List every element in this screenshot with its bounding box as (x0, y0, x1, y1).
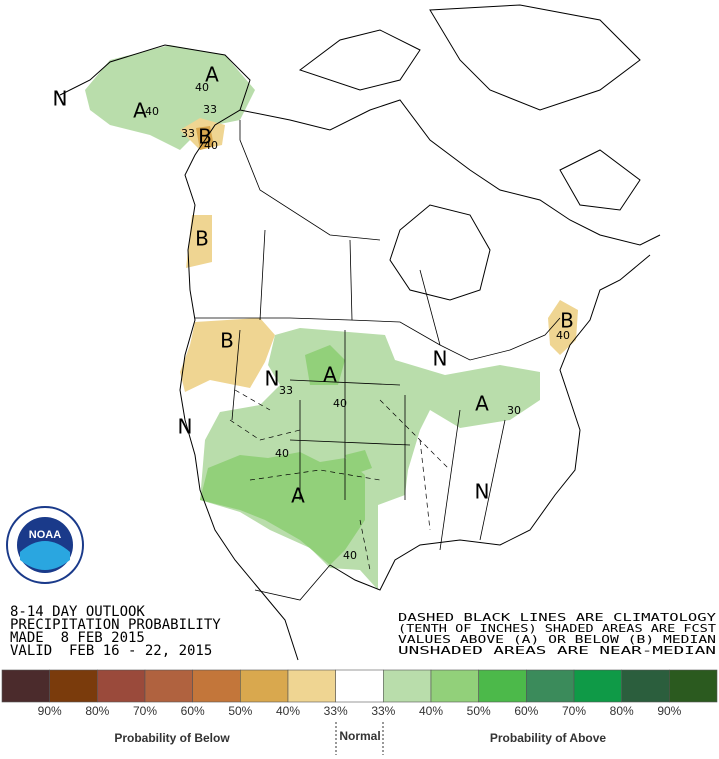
note-line: DASHED BLACK LINES ARE CLIMATOLOGY (398, 612, 717, 624)
legend-label: 60% (514, 704, 538, 718)
below-title: Probability of Below (114, 731, 230, 745)
map-label: 33 (203, 103, 217, 116)
noaa-logo: NOAA (6, 506, 84, 584)
legend-swatch (240, 669, 289, 703)
outlook-line: MADE 8 FEB 2015 (10, 630, 145, 646)
legend-label: 80% (610, 704, 634, 718)
legend-label: 50% (467, 704, 491, 718)
coastline (298, 4, 641, 211)
coastline (59, 44, 299, 661)
legend-swatch (430, 669, 479, 703)
legend-swatch (526, 669, 575, 703)
note-line: UNSHADED AREAS ARE NEAR-MEDIAN (398, 645, 716, 657)
map-label: A (291, 484, 305, 508)
map-label: 33 (279, 384, 293, 397)
legend-swatch (383, 669, 432, 703)
outlook-line: PRECIPITATION PROBABILITY (10, 617, 221, 633)
map-label: N (475, 480, 490, 504)
map-label: 40 (195, 81, 209, 94)
legend-swatch (478, 669, 527, 703)
map-label: 40 (204, 139, 218, 152)
legend-label: 50% (228, 704, 252, 718)
legend-label: 33% (324, 704, 348, 718)
note-line: (TENTH OF INCHES) SHADED AREAS ARE FCST (398, 623, 717, 635)
border (231, 329, 506, 551)
note-line: VALUES ABOVE (A) OR BELOW (B) MEDIAN (398, 634, 716, 646)
border (254, 229, 441, 601)
shaded-areas (85, 45, 578, 590)
legend: 90% 80% 70% 60% 50% 40% 33% 33% 40% 50% 60% 70% 80% 9… (1, 669, 718, 718)
map-label: N (433, 347, 448, 371)
legend-swatch (49, 669, 98, 703)
map-label: 40 (556, 329, 570, 342)
legend-label: 40% (419, 704, 443, 718)
notes-text: DASHED BLACK LINES ARE CLIMATOLOGY(TENTH… (398, 612, 717, 657)
outlook-line: VALID FEB 16 - 22, 2015 (10, 643, 212, 659)
map-label: B (195, 227, 209, 251)
map-label: 40 (145, 105, 159, 118)
legend-swatch (287, 669, 336, 703)
map-label: N (265, 367, 280, 391)
map-label: 40 (275, 447, 289, 460)
map-label: A (475, 392, 489, 416)
legend-label: 70% (562, 704, 586, 718)
map-label: N (178, 415, 193, 439)
geography (59, 4, 661, 661)
legend-swatch (192, 669, 241, 703)
coastline (239, 99, 661, 246)
logo-text: NOAA (29, 529, 61, 541)
legend-swatch (1, 669, 50, 703)
above-area (345, 450, 372, 475)
legend-swatch (669, 669, 718, 703)
map-label: B (220, 329, 234, 353)
normal-title: Normal (339, 729, 380, 743)
map-label: 40 (343, 549, 357, 562)
outlook-line: 8-14 DAY OUTLOOK (10, 604, 145, 620)
map-label: B (560, 309, 574, 333)
legend-label: 90% (38, 704, 62, 718)
below-area (196, 126, 214, 150)
climatology-line (229, 389, 451, 571)
legend-label: 80% (85, 704, 109, 718)
map-label: 40 (333, 397, 347, 410)
map-label: N (53, 87, 68, 111)
map-label: B (198, 125, 212, 149)
below-area (186, 215, 212, 268)
legend-label: 40% (276, 704, 300, 718)
map-label: 30 (507, 404, 521, 417)
legend-swatch (573, 669, 622, 703)
below-area (548, 300, 578, 355)
coastline (389, 204, 491, 301)
below-area (180, 318, 275, 392)
logo-wave (20, 541, 70, 570)
legend-swatch (621, 669, 670, 703)
legend-label: 90% (657, 704, 681, 718)
legend-label: 70% (133, 704, 157, 718)
map-label: A (205, 63, 219, 87)
above-area (305, 345, 345, 385)
above-area (200, 452, 365, 565)
legend-swatch (335, 669, 384, 703)
map-label: A (133, 99, 147, 123)
above-title: Probability of Above (490, 731, 607, 745)
coastline (329, 254, 651, 591)
legend-swatch (144, 669, 193, 703)
legend-label: 33% (371, 704, 395, 718)
map-label: 33 (181, 127, 195, 140)
legend-swatch (97, 669, 146, 703)
map-label: A (323, 363, 337, 387)
legend-label: 60% (181, 704, 205, 718)
above-area (85, 45, 255, 150)
